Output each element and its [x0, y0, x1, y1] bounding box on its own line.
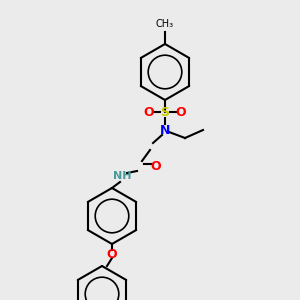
Text: O: O	[144, 106, 154, 118]
Text: O: O	[176, 106, 186, 118]
Text: O: O	[107, 248, 117, 260]
Text: CH₃: CH₃	[156, 19, 174, 29]
Text: O: O	[151, 160, 161, 172]
Text: S: S	[160, 106, 169, 118]
Text: N: N	[160, 124, 170, 136]
Text: NH: NH	[113, 171, 131, 181]
